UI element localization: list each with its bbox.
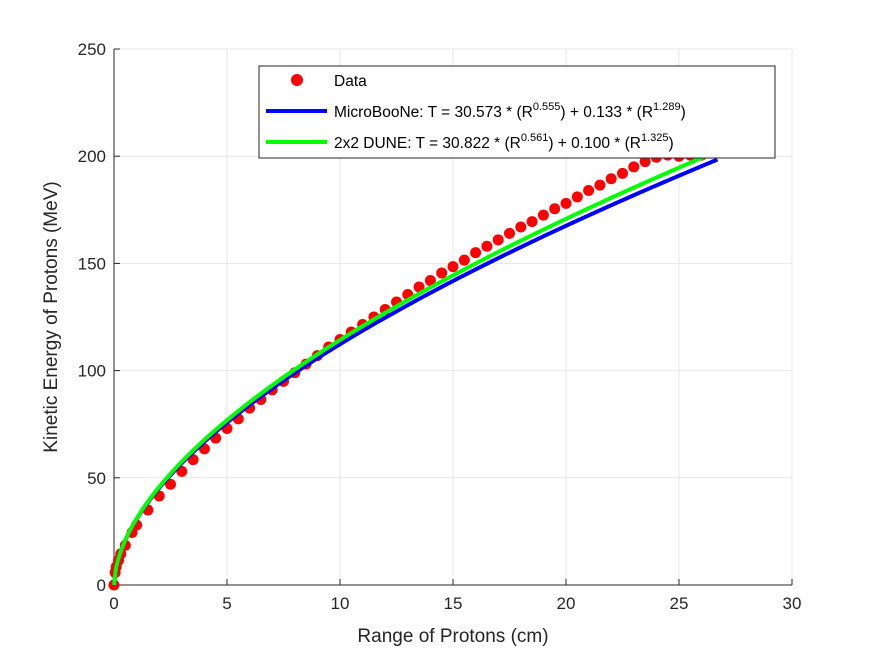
data-point — [560, 197, 572, 209]
data-point — [628, 161, 640, 173]
legend-label-microboone: MicroBooNe: T = 30.573 * (R0.555) + 0.13… — [334, 101, 686, 121]
legend-microboone-exp1: 0.555 — [533, 101, 561, 113]
data-point — [594, 179, 606, 191]
x-tick-label: 5 — [222, 594, 231, 613]
legend-box — [258, 65, 776, 159]
data-point — [492, 234, 504, 246]
legend-dune-suffix: ) — [669, 135, 674, 152]
y-tick-label: 200 — [78, 147, 106, 166]
legend-marker-data — [291, 74, 303, 86]
x-tick-label: 30 — [783, 594, 802, 613]
data-point — [458, 254, 470, 266]
data-point — [549, 203, 561, 215]
y-tick-label: 100 — [78, 362, 106, 381]
legend-microboone-mid: ) + 0.133 * (R — [560, 104, 653, 121]
legend-label-dune: 2x2 DUNE: T = 30.822 * (R0.561) + 0.100 … — [334, 132, 674, 152]
data-point — [470, 247, 482, 259]
x-tick-label: 25 — [670, 594, 689, 613]
data-point — [447, 261, 459, 273]
x-axis-label: Range of Protons (cm) — [357, 626, 548, 647]
y-axis-label: Kinetic Energy of Protons (MeV) — [41, 181, 62, 452]
data-point — [605, 173, 617, 185]
data-point — [515, 221, 527, 233]
data-point — [571, 191, 583, 203]
legend-label-data: Data — [334, 73, 367, 90]
data-point — [413, 281, 425, 293]
y-tick-label: 150 — [78, 254, 106, 273]
legend-microboone-suffix: ) — [681, 104, 686, 121]
data-point — [481, 240, 493, 252]
legend-dune-prefix: 2x2 DUNE: T = 30.822 * (R — [334, 135, 521, 152]
legend-microboone-exp2: 1.289 — [653, 101, 681, 113]
data-point — [424, 275, 436, 287]
data-point — [436, 267, 448, 279]
axes: 0 5 10 15 20 25 30 0 50 100 150 200 250 — [78, 40, 802, 613]
y-tick-label: 50 — [87, 469, 106, 488]
legend-dune-exp1: 0.561 — [521, 132, 549, 144]
data-point — [583, 185, 595, 197]
legend-dune-exp2: 1.325 — [641, 132, 669, 144]
data-point — [617, 167, 628, 179]
legend-microboone-prefix: MicroBooNe: T = 30.573 * (R — [334, 104, 533, 121]
fit-line-dune — [112, 155, 705, 586]
x-tick-label: 10 — [331, 594, 350, 613]
y-tick-label: 0 — [97, 576, 106, 595]
x-tick-label: 15 — [444, 594, 463, 613]
x-tick-label: 0 — [109, 594, 118, 613]
data-point — [504, 227, 515, 239]
data-point — [537, 209, 549, 221]
legend: Data MicroBooNe: T = 30.573 * (R0.555) +… — [258, 65, 776, 159]
data-point — [165, 478, 176, 490]
data-point — [639, 156, 651, 168]
y-tick-label: 250 — [78, 40, 106, 59]
x-tick-label: 20 — [557, 594, 576, 613]
legend-dune-mid: ) + 0.100 * (R — [548, 135, 641, 152]
data-point — [526, 216, 538, 228]
